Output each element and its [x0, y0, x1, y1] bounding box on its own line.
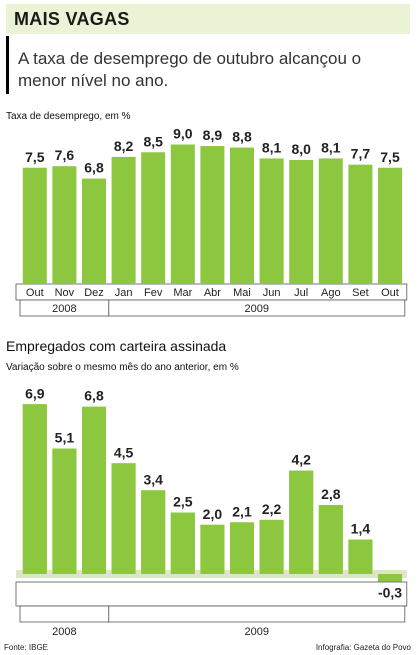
chart2-value-label-1: 5,1	[55, 430, 75, 446]
chart1-category-label-1: Nov	[55, 287, 75, 299]
chart2-bar-overlay-6	[200, 524, 225, 574]
chart1-year-label-1: 2009	[245, 303, 269, 315]
chart1-value-label-1: 7,6	[55, 147, 75, 163]
chart1-bar-3	[111, 156, 136, 284]
chart2-bar-overlay-11	[348, 539, 373, 574]
chart2-value-label-5: 2,5	[173, 494, 193, 510]
chart1-value-label-6: 8,9	[203, 127, 223, 143]
credit-note: Infografia: Gazeta do Povo	[315, 643, 411, 652]
chart1-category-label-2: Dez	[84, 287, 104, 299]
chart2-value-label-6: 2,0	[203, 506, 223, 522]
chart1-title: Taxa de desemprego, em %	[6, 111, 131, 122]
chart1-bar-0	[22, 167, 47, 284]
chart2-value-label-9: 4,2	[291, 452, 311, 468]
chart1-bar-5	[170, 144, 195, 284]
chart1-category-label-9: Jul	[294, 287, 308, 299]
chart1-year-label-0: 2008	[52, 303, 76, 315]
chart1-value-label-7: 8,8	[232, 129, 252, 145]
chart1-value-label-5: 9,0	[173, 126, 193, 142]
chart2-bar-overlay-8	[259, 519, 284, 574]
chart2-bar-overlay-4	[141, 490, 166, 574]
chart2-year-label-1: 2009	[245, 626, 269, 638]
page-subtitle: A taxa de desemprego de outubro alcançou…	[18, 49, 362, 90]
chart1-category-label-11: Set	[352, 287, 369, 299]
chart2-bar-overlay-1	[52, 448, 77, 574]
chart1-category-label-10: Ago	[321, 287, 341, 299]
chart1-category-label-4: Fev	[144, 287, 163, 299]
chart1-value-label-2: 6,8	[84, 160, 104, 176]
chart1-bar-8	[259, 158, 284, 284]
chart1-bar-9	[289, 160, 314, 284]
chart1-category-label-8: Jun	[263, 287, 281, 299]
chart2-bar-overlay-12	[378, 574, 402, 582]
page-title: MAIS VAGAS	[14, 9, 130, 29]
chart2-x-axis-band	[15, 581, 408, 607]
chart1-category-label-0: Out	[26, 287, 44, 299]
chart1-category-label-12: Out	[381, 287, 399, 299]
header-band: MAIS VAGAS	[6, 4, 410, 34]
chart2-year-band-1	[108, 605, 406, 623]
chart1-bar-2	[82, 178, 106, 284]
chart2-subtitle: Variação sobre o mesmo mês do ano anteri…	[6, 362, 239, 373]
chart2-title: Empregados com carteira assinada	[6, 338, 227, 354]
subtitle-accent-bar	[6, 36, 9, 94]
chart2-value-label-3: 4,5	[114, 444, 134, 460]
chart2-year-band-0	[19, 605, 110, 623]
chart2-value-label-8: 2,2	[262, 501, 282, 517]
chart1-value-label-4: 8,5	[143, 133, 163, 149]
chart1-bar-11	[348, 164, 373, 284]
chart1-category-label-6: Abr	[204, 287, 221, 299]
chart1-value-label-10: 8,1	[321, 139, 341, 155]
chart1-value-label-8: 8,1	[262, 139, 282, 155]
chart2-bar-overlay-2	[82, 406, 106, 574]
chart1-category-label-3: Jan	[115, 287, 133, 299]
chart2-year-label-0: 2008	[52, 626, 76, 638]
chart1-value-label-12: 7,5	[380, 149, 400, 165]
chart1-bar-12	[378, 167, 402, 284]
chart1-bar-1	[52, 166, 77, 284]
chart2-value-label-0: 6,9	[25, 385, 45, 401]
chart2-bar-overlay-3	[111, 463, 136, 574]
chart2-value-label-7: 2,1	[232, 503, 252, 519]
chart1-value-label-3: 8,2	[114, 138, 134, 154]
chart1-bar-7	[230, 147, 254, 284]
chart1-category-label-5: Mar	[173, 287, 192, 299]
chart1-value-label-11: 7,7	[351, 146, 371, 162]
chart1-year-band-1	[108, 299, 406, 317]
chart1-bar-10	[318, 158, 343, 284]
chart2-bar-overlay-9	[289, 470, 314, 574]
chart2-bar-overlay-7	[230, 522, 254, 574]
chart2-bar-overlay-5	[170, 512, 195, 574]
chart2-bar-overlay-10	[318, 505, 343, 574]
chart2-value-label-2: 6,8	[84, 388, 104, 404]
chart2-value-label-10: 2,8	[321, 486, 341, 502]
chart1-bar-6	[200, 146, 225, 284]
chart2-value-label-4: 3,4	[143, 471, 163, 487]
source-note: Fonte: IBGE	[4, 643, 49, 652]
chart1-category-label-7: Mai	[233, 287, 251, 299]
chart2-bar-overlay-0	[22, 404, 47, 574]
chart1-bar-4	[141, 152, 166, 284]
chart1-value-label-0: 7,5	[25, 149, 45, 165]
chart2-value-label-12: -0,3	[378, 584, 402, 600]
chart1-value-label-9: 8,0	[291, 141, 311, 157]
chart2-value-label-11: 1,4	[351, 521, 371, 537]
